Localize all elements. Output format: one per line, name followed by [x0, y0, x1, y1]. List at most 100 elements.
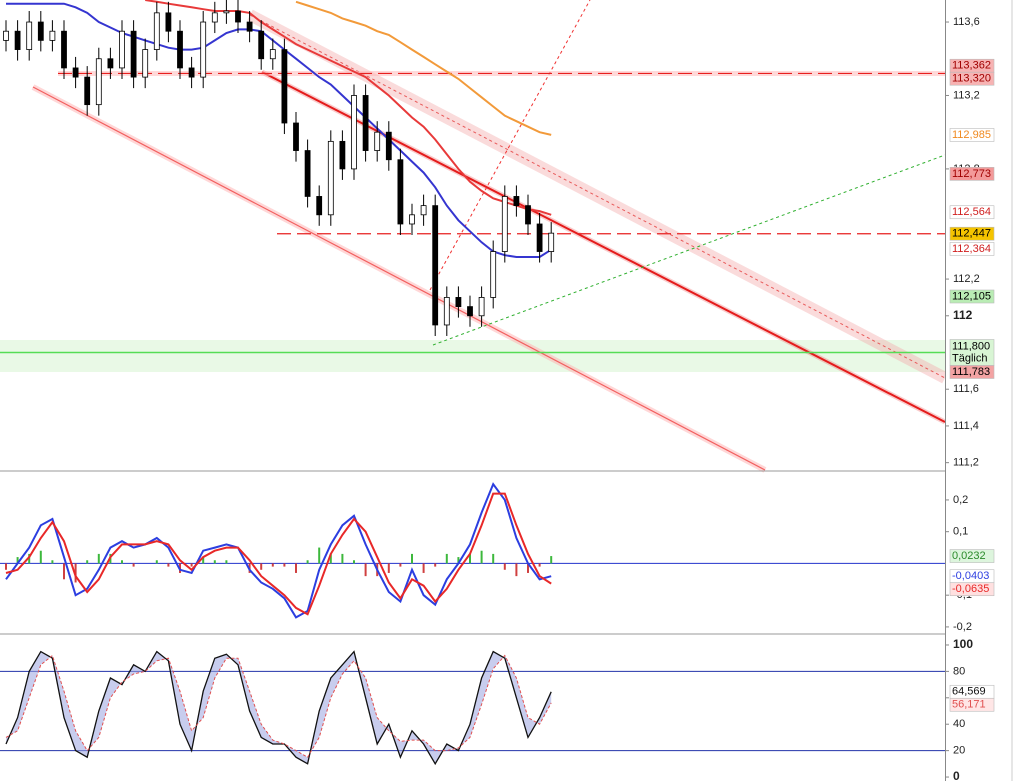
- candle-body: [327, 140, 334, 216]
- candle-body: [432, 205, 439, 326]
- value-label-box: [949, 289, 995, 304]
- value-label-box: [949, 71, 995, 86]
- candle-body: [49, 30, 56, 41]
- candle-body: [200, 21, 207, 78]
- candle-body: [223, 10, 230, 14]
- series-line: [6, 2, 552, 258]
- candle-body: [501, 196, 508, 252]
- trend-line: [432, 154, 946, 346]
- value-label-box: [949, 226, 995, 241]
- candle-body: [26, 21, 33, 50]
- candle-body: [37, 21, 44, 41]
- stoch-fill: [6, 651, 552, 764]
- value-label: 0,0232: [952, 550, 986, 562]
- value-label-box: [949, 128, 995, 142]
- candle-body: [61, 30, 67, 69]
- y-tick-label: 113,6: [953, 16, 980, 28]
- candle-body: [72, 67, 79, 78]
- series-line: [5, 482, 552, 619]
- y-tick-label: 0,2: [953, 494, 968, 506]
- candle-body: [293, 122, 299, 151]
- y-tick-label: 111,6: [953, 383, 979, 395]
- candle-body: [281, 49, 288, 124]
- candle-body: [235, 10, 241, 23]
- y-tick-label: 113,2: [953, 89, 980, 101]
- y-tick-label: 111,2: [953, 457, 979, 469]
- candle-body: [490, 251, 497, 298]
- y-tick-label: 0: [953, 769, 960, 781]
- value-label-box: [949, 697, 995, 712]
- candle-body: [397, 159, 404, 225]
- value-label: 112,105: [952, 290, 991, 302]
- value-label-box: [949, 205, 995, 220]
- candle-body: [536, 223, 543, 252]
- axis: 113,6113,2112,8112,2112111,6111,4111,211…: [945, 16, 995, 781]
- candle-body: [258, 30, 265, 60]
- candle-body: [211, 12, 218, 23]
- y-tick-label: 40: [953, 718, 965, 730]
- y-tick-label: 80: [953, 665, 965, 677]
- value-label-box: [949, 167, 995, 181]
- candle-body: [525, 205, 531, 225]
- y-tick-label: 100: [953, 637, 973, 651]
- candle-body: [142, 49, 149, 78]
- candle-body: [362, 95, 369, 151]
- trend-line: [429, 0, 591, 291]
- value-label: 112,985: [952, 129, 991, 141]
- y-tick-label: 112,2: [953, 273, 980, 285]
- value-label: 111,783: [952, 366, 990, 378]
- candle-body: [153, 12, 160, 50]
- series-line: [5, 650, 552, 766]
- candle-body: [14, 30, 21, 50]
- value-label: 113,320: [952, 73, 991, 85]
- candle-body: [165, 12, 172, 32]
- candle-body: [374, 131, 381, 151]
- y-tick-label: 111,4: [953, 420, 979, 432]
- value-label-box: [949, 582, 995, 597]
- candle-body: [513, 196, 520, 207]
- candle-body: [409, 214, 415, 225]
- value-label: -0,0403: [952, 570, 989, 582]
- candle-body: [188, 67, 195, 78]
- candle-body: [420, 205, 427, 216]
- y-tick-label: 20: [953, 745, 965, 757]
- candle-body: [95, 58, 102, 106]
- trend-line: [261, 71, 946, 423]
- trend-line: [32, 86, 766, 471]
- series-line: [295, 0, 552, 136]
- value-caption: Täglich: [952, 352, 987, 364]
- value-label: 56,171: [952, 699, 986, 711]
- candle-body: [119, 30, 125, 69]
- value-label-box: [949, 242, 995, 256]
- level-glow: [0, 340, 945, 372]
- y-tick-label: 0,1: [953, 526, 968, 538]
- candle-body: [269, 49, 276, 60]
- value-label: 112,364: [952, 243, 991, 255]
- candle-body: [478, 297, 485, 317]
- value-label: 64,569: [952, 686, 986, 698]
- y-tick-label: -0,2: [953, 621, 972, 633]
- value-label-box: [949, 339, 995, 366]
- candle-body: [351, 95, 357, 170]
- value-label-box: [949, 365, 995, 379]
- candle-body: [177, 30, 183, 69]
- value-label: -0,0635: [952, 583, 989, 595]
- candle-body: [84, 76, 91, 106]
- plot: [0, 0, 945, 766]
- series-line: [5, 654, 552, 758]
- candle-body: [246, 21, 253, 32]
- candle-body: [316, 196, 323, 216]
- value-label-box: [949, 549, 995, 563]
- value-label: 112,564: [952, 206, 991, 218]
- series-line: [5, 492, 552, 616]
- candle-body: [339, 140, 346, 170]
- candle-body: [3, 30, 9, 41]
- value-label: 112,773: [952, 168, 991, 180]
- candle-body: [548, 232, 555, 252]
- series-line: [145, 0, 552, 216]
- trend-line: [249, 14, 946, 379]
- candle-body: [443, 297, 450, 326]
- value-label: 112,447: [952, 228, 991, 240]
